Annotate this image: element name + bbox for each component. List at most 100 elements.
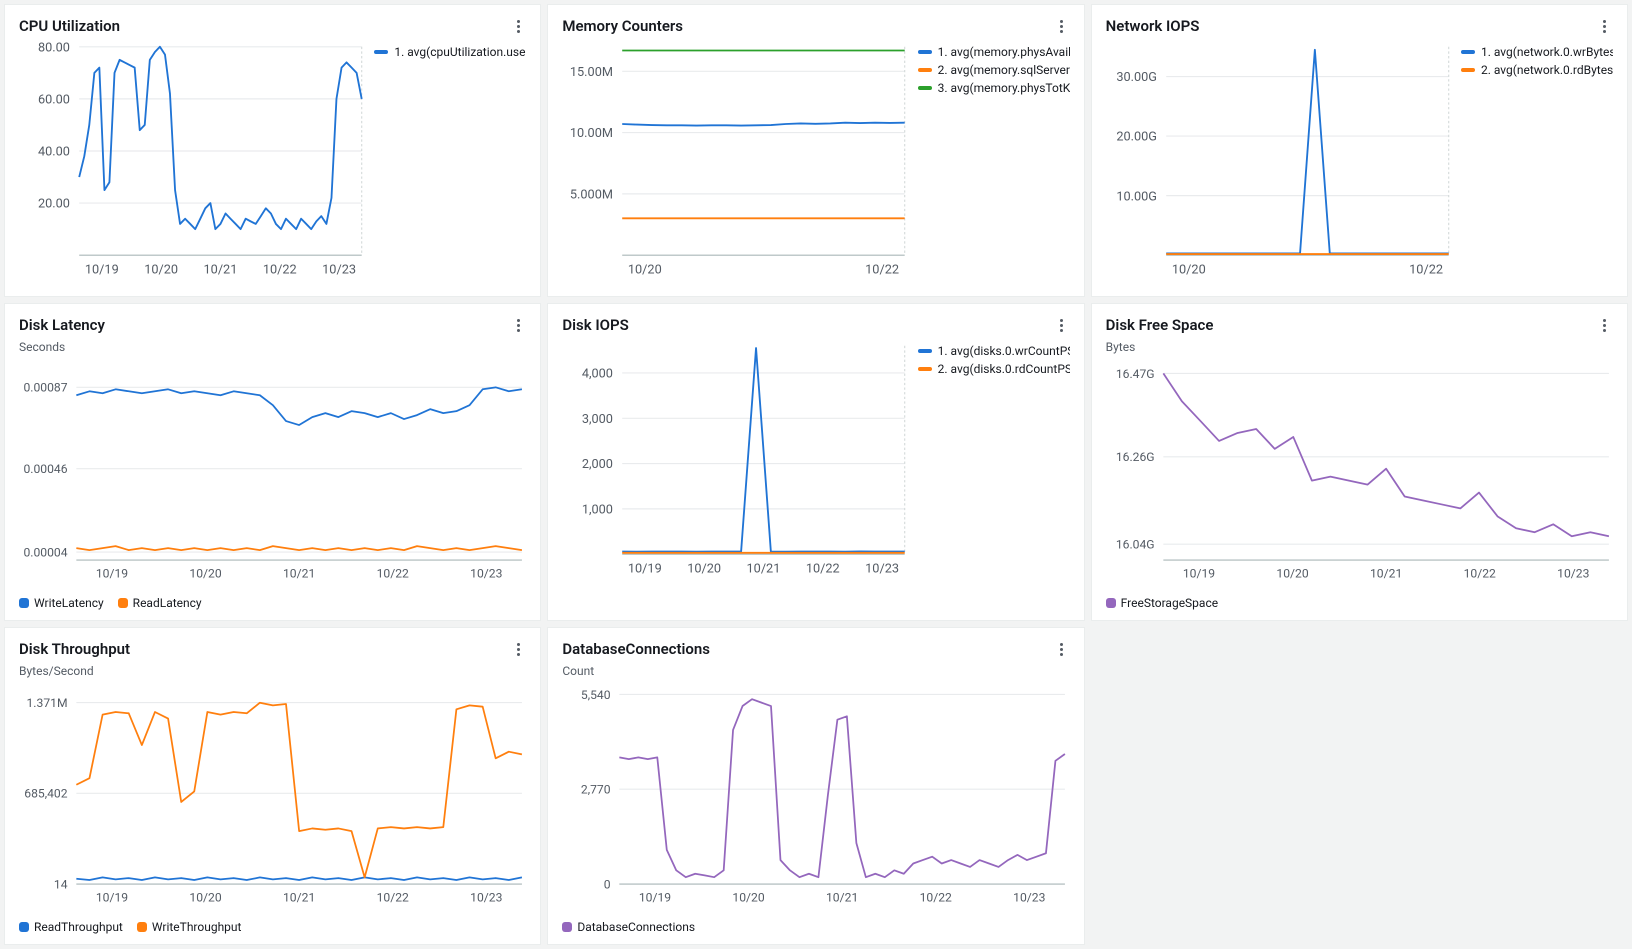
legend-item[interactable]: 2. avg(memory.sqlServerT... (918, 63, 1070, 77)
chart-area: 02,7705,54010/1910/2010/2110/2210/23 (562, 680, 1069, 914)
chart-svg: 5.000M10.00M15.00M10/2010/22 (562, 41, 909, 286)
series-line (623, 349, 905, 553)
panel-header: Disk Latency (19, 316, 526, 334)
bottom-legend: FreeStorageSpace (1106, 590, 1613, 610)
legend-label: DatabaseConnections (577, 920, 695, 934)
chart-svg: 20.0040.0060.0080.0010/1910/2010/2110/22… (19, 41, 366, 286)
y-tick-label: 5,540 (581, 688, 611, 702)
chart-svg: 10.00G20.00G30.00G10/2010/22 (1106, 41, 1453, 286)
legend-item[interactable]: ReadLatency (118, 596, 202, 610)
bottom-legend: WriteLatency ReadLatency (19, 590, 526, 610)
series-line (76, 878, 522, 881)
chart-svg: 16.04G16.26G16.47G10/1910/2010/2110/2210… (1106, 356, 1613, 590)
x-tick-label: 10/21 (1370, 567, 1402, 581)
legend-item[interactable]: WriteThroughput (137, 920, 242, 934)
unit-label: Bytes (1106, 340, 1613, 354)
y-tick-label: 16.47G (1115, 367, 1154, 381)
chart-svg: 02,7705,54010/1910/2010/2110/2210/23 (562, 680, 1069, 914)
chart-body: 16.04G16.26G16.47G10/1910/2010/2110/2210… (1106, 356, 1613, 590)
side-legend: 1. avg(disks.0.wrCountPS) 2. avg(disks.0.… (910, 340, 1070, 610)
kebab-menu-icon[interactable] (510, 317, 526, 333)
panel-connections: DatabaseConnectionsCount02,7705,54010/19… (547, 627, 1084, 945)
panel-latency: Disk LatencySeconds0.000040.000460.00087… (4, 303, 541, 621)
kebab-menu-icon[interactable] (1054, 317, 1070, 333)
legend-item[interactable]: 1. avg(network.0.wrBytesP... (1461, 45, 1613, 59)
kebab-menu-icon[interactable] (510, 18, 526, 34)
panel-header: Network IOPS (1106, 17, 1613, 35)
legend-item[interactable]: DatabaseConnections (562, 920, 695, 934)
x-tick-label: 10/20 (189, 891, 221, 905)
legend-item[interactable]: 3. avg(memory.physTotKb) (918, 81, 1070, 95)
unit-label: Count (562, 664, 1069, 678)
legend-item[interactable]: FreeStorageSpace (1106, 596, 1218, 610)
side-legend: 1. avg(network.0.wrBytesP... 2. avg(netwo… (1453, 41, 1613, 286)
side-legend: 1. avg(cpuUtilization.user) (366, 41, 526, 286)
chart-area: 1,0002,0003,0004,00010/1910/2010/2110/22… (562, 340, 909, 610)
x-tick-label: 10/22 (866, 263, 900, 278)
chart-svg: 0.000040.000460.0008710/1910/2010/2110/2… (19, 356, 526, 590)
y-tick-label: 10.00M (570, 126, 613, 141)
series-line (620, 699, 1066, 877)
legend-item[interactable]: 1. avg(cpuUtilization.user) (374, 45, 526, 59)
series-line (76, 388, 522, 426)
y-tick-label: 2,000 (582, 458, 613, 473)
legend-label: FreeStorageSpace (1121, 596, 1218, 610)
legend-item[interactable]: WriteLatency (19, 596, 104, 610)
x-tick-label: 10/22 (806, 562, 840, 577)
legend-label: 2. avg(disks.0.rdCountPS) (938, 362, 1070, 376)
legend-item[interactable]: 2. avg(disks.0.rdCountPS) (918, 362, 1070, 376)
kebab-menu-icon[interactable] (1597, 317, 1613, 333)
chart-area: 0.000040.000460.0008710/1910/2010/2110/2… (19, 356, 526, 590)
chart-body: 20.0040.0060.0080.0010/1910/2010/2110/22… (19, 41, 526, 286)
series-line (1166, 50, 1448, 254)
legend-label: 1. avg(memory.physAvail... (938, 45, 1070, 59)
y-tick-label: 80.00 (38, 41, 70, 55)
kebab-menu-icon[interactable] (510, 641, 526, 657)
panel-memory: Memory Counters5.000M10.00M15.00M10/2010… (547, 4, 1084, 297)
panel-throughput: Disk ThroughputBytes/Second14685,4021.37… (4, 627, 541, 945)
bottom-legend: DatabaseConnections (562, 914, 1069, 934)
panel-header: Disk Free Space (1106, 316, 1613, 334)
legend-item[interactable]: 1. avg(disks.0.wrCountPS) (918, 344, 1070, 358)
y-tick-label: 0.00046 (23, 463, 67, 477)
chart-area: 20.0040.0060.0080.0010/1910/2010/2110/22… (19, 41, 366, 286)
unit-label: Seconds (19, 340, 526, 354)
x-tick-label: 10/22 (263, 263, 297, 278)
legend-label: ReadLatency (133, 596, 202, 610)
x-tick-label: 10/21 (283, 891, 315, 905)
y-tick-label: 4,000 (582, 367, 613, 382)
panel-header: CPU Utilization (19, 17, 526, 35)
chart-area: 14685,4021.371M10/1910/2010/2110/2210/23 (19, 680, 526, 914)
panel-freespace: Disk Free Space Bytes 16.04G16.26G16.47G10… (1091, 303, 1628, 621)
legend-item[interactable]: ReadThroughput (19, 920, 123, 934)
x-tick-label: 10/19 (85, 263, 119, 278)
kebab-menu-icon[interactable] (1054, 18, 1070, 34)
x-tick-label: 10/21 (283, 567, 315, 581)
legend-swatch (1461, 50, 1475, 54)
kebab-menu-icon[interactable] (1597, 18, 1613, 34)
y-tick-label: 60.00 (38, 93, 70, 108)
legend-swatch (918, 68, 932, 72)
series-line (76, 547, 522, 551)
y-tick-label: 10.00G (1116, 189, 1157, 204)
x-tick-label: 10/19 (639, 891, 671, 905)
x-tick-label: 10/20 (733, 891, 765, 905)
panel-title: Disk Throughput (19, 640, 130, 658)
panel-title: Disk Latency (19, 316, 105, 334)
kebab-menu-icon[interactable] (1054, 641, 1070, 657)
x-tick-label: 10/22 (377, 891, 409, 905)
y-tick-label: 0.00087 (23, 381, 67, 395)
legend-swatch (137, 922, 147, 932)
chart-svg: 1,0002,0003,0004,00010/1910/2010/2110/22… (562, 340, 909, 585)
legend-item[interactable]: 2. avg(network.0.rdBytesP... (1461, 63, 1613, 77)
x-tick-label: 10/23 (866, 562, 900, 577)
legend-swatch (1461, 68, 1475, 72)
panel-title: DatabaseConnections (562, 640, 710, 658)
x-tick-label: 10/20 (1172, 263, 1206, 278)
legend-item[interactable]: 1. avg(memory.physAvail... (918, 45, 1070, 59)
legend-swatch (918, 367, 932, 371)
y-tick-label: 15.00M (570, 65, 613, 80)
x-tick-label: 10/19 (96, 567, 128, 581)
x-tick-label: 10/23 (1557, 567, 1589, 581)
legend-swatch (19, 598, 29, 608)
